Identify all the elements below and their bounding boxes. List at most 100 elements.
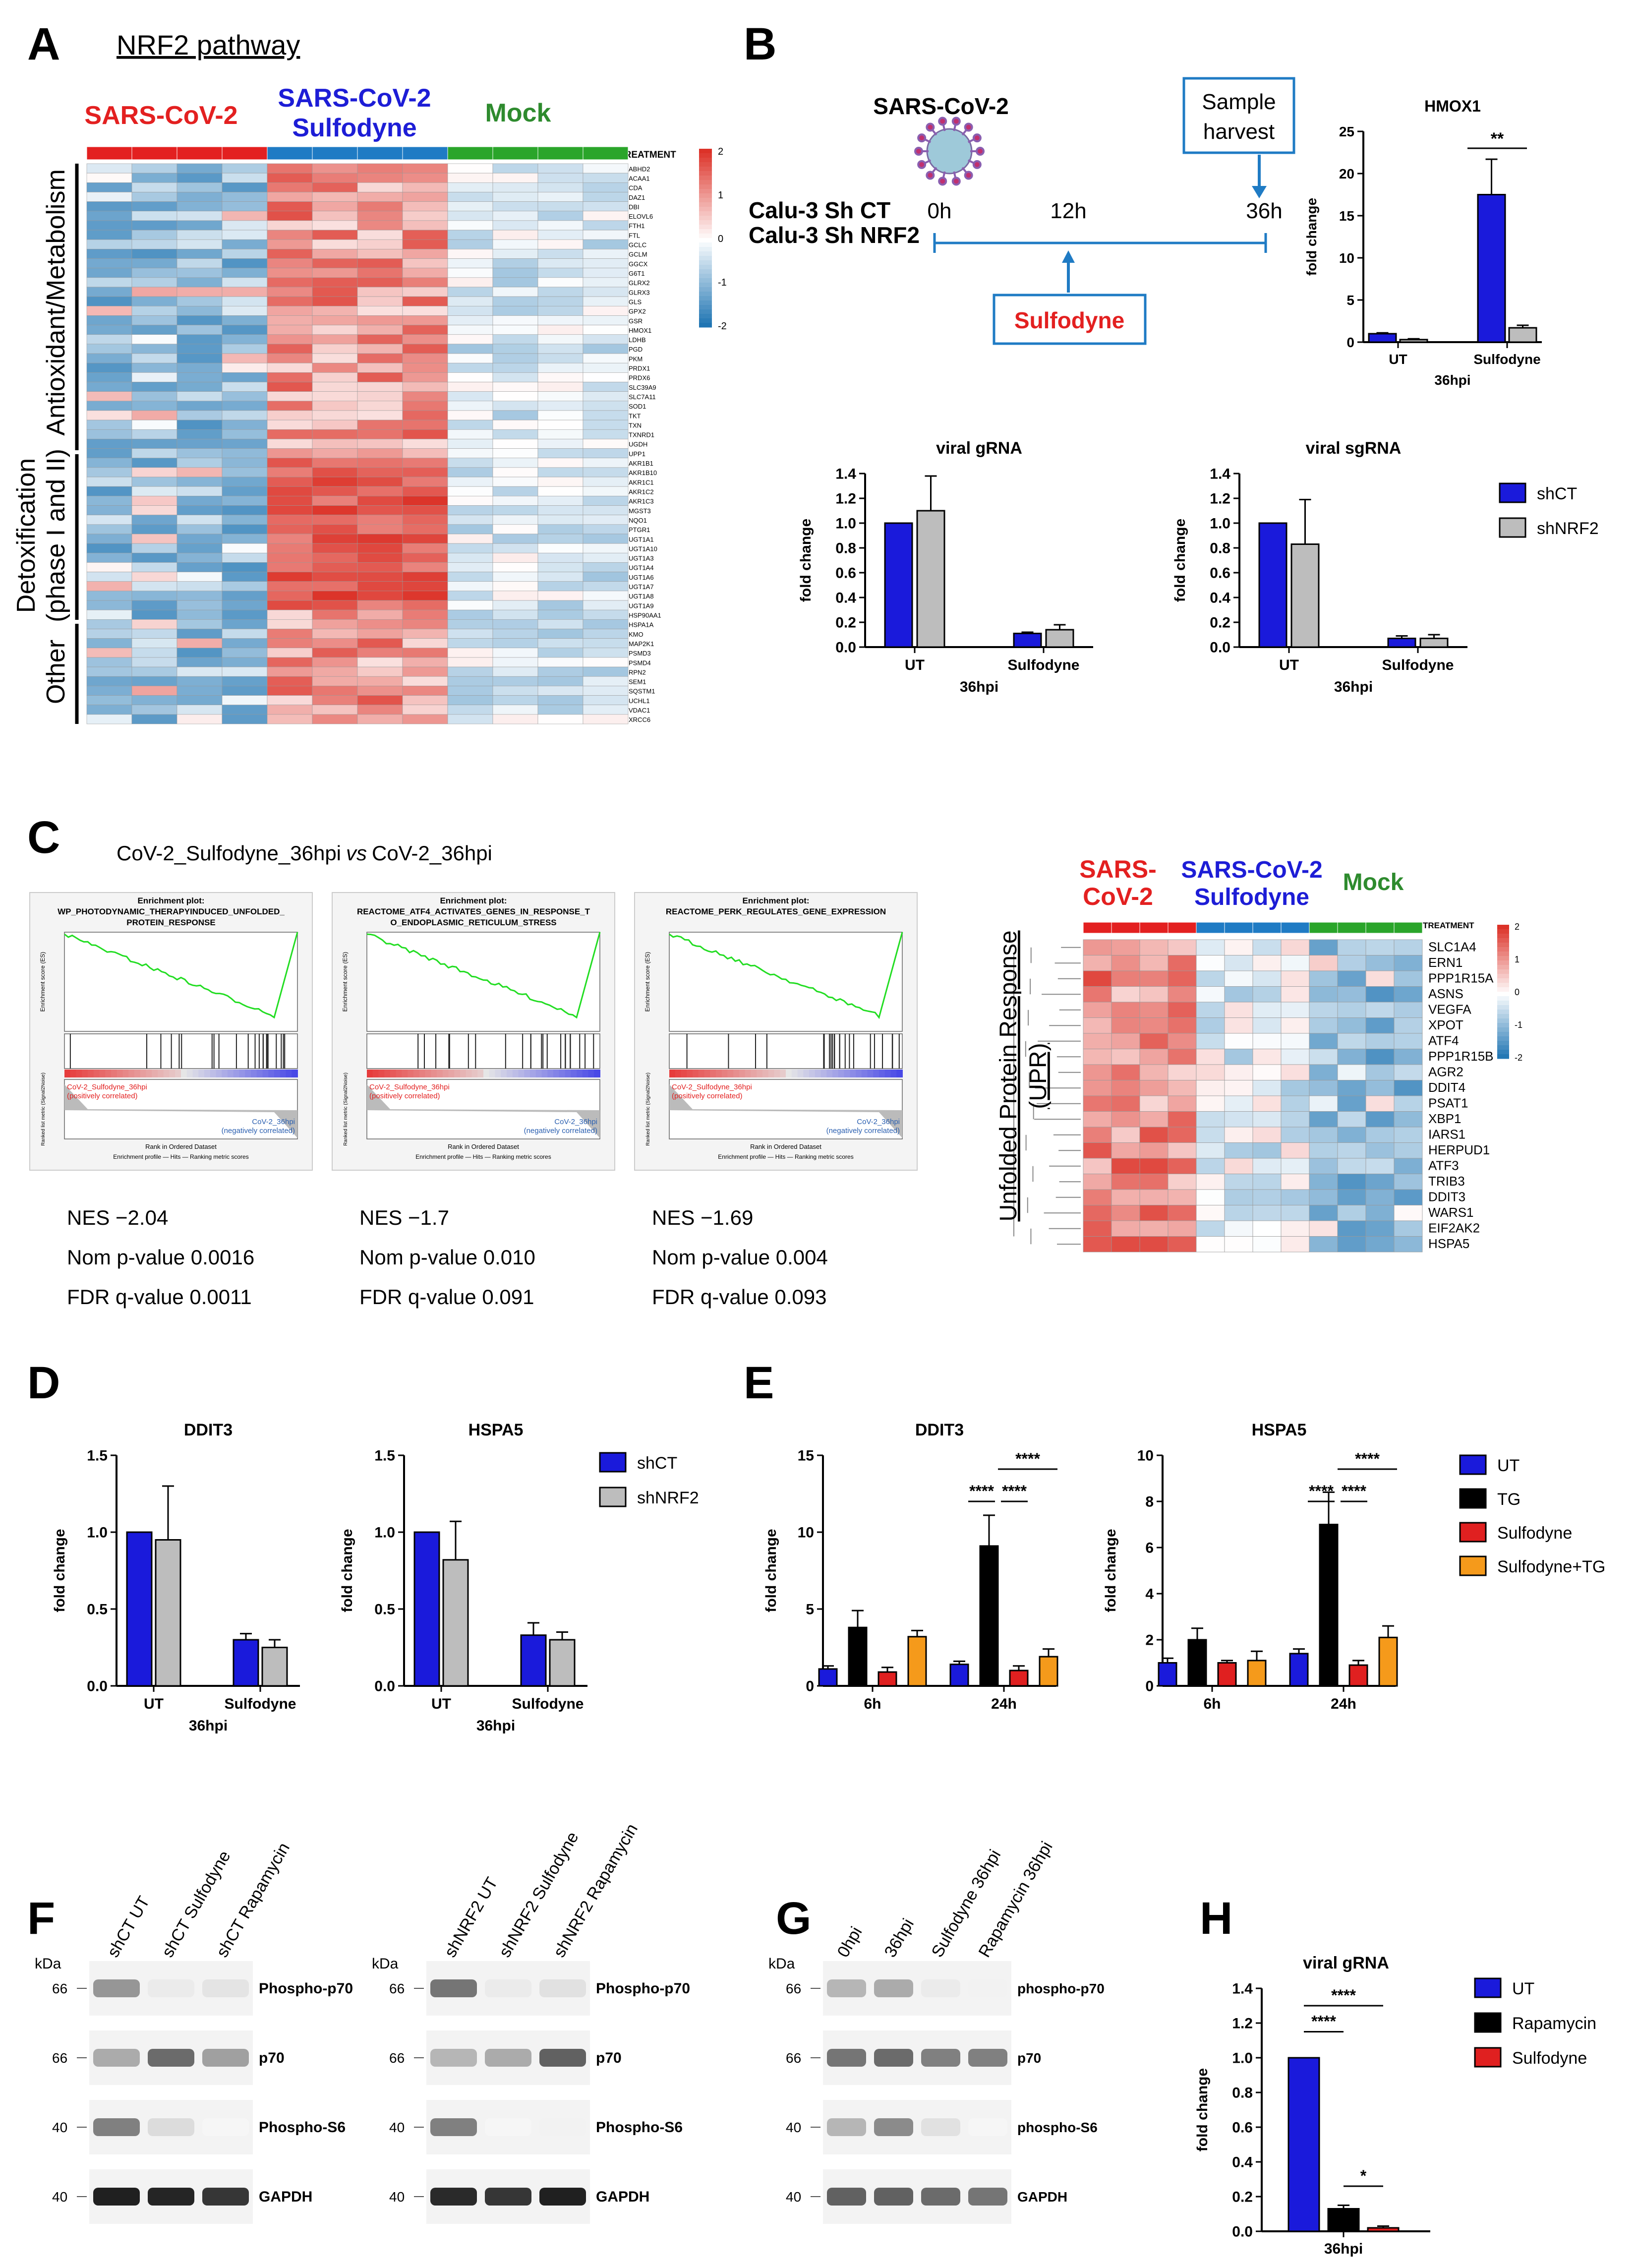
- y-tick-label: 0.2: [835, 615, 856, 631]
- y-axis-label: fold change: [1304, 198, 1319, 276]
- kda-label: kDa: [768, 1956, 795, 1972]
- bar: [884, 522, 913, 648]
- colorscale-step: [699, 176, 712, 180]
- heatmap-cell: [1083, 1080, 1112, 1096]
- gene-label: FTL: [629, 232, 640, 239]
- heatmap-cell: [1224, 1064, 1253, 1080]
- heatmap-cell: [447, 296, 493, 306]
- heatmap-cell: [176, 173, 223, 183]
- heatmap-cell: [1281, 1158, 1310, 1174]
- heatmap-cell: [222, 600, 268, 610]
- heatmap-cell: [492, 287, 538, 297]
- heatmap-cell: [222, 287, 268, 297]
- gradient-step: [367, 1070, 373, 1077]
- bar: [1290, 543, 1320, 648]
- heatmap-cell: [537, 648, 584, 658]
- heatmap-cell: [131, 249, 177, 259]
- gradient-step: [844, 1070, 851, 1077]
- heatmap-cell: [583, 515, 629, 525]
- heatmap-cell: [583, 344, 629, 354]
- heatmap-cell: [1365, 1064, 1395, 1080]
- bar: [1258, 522, 1287, 648]
- band-label: p70: [1017, 2050, 1041, 2066]
- treatment-bar-cell: [312, 146, 358, 160]
- kda-label: kDa: [35, 1956, 61, 1972]
- heatmap-cell: [1365, 1142, 1395, 1159]
- heatmap-cell: [86, 591, 132, 601]
- heatmap-cell: [1337, 939, 1366, 955]
- heatmap-cell: [447, 287, 493, 297]
- heatmap-cell: [1309, 1080, 1338, 1096]
- heatmap-cell: [267, 458, 313, 468]
- heatmap-cell: [86, 201, 132, 212]
- heatmap-cell: [492, 296, 538, 306]
- significance-mark: *: [1360, 2167, 1367, 2185]
- heatmap-cell: [131, 619, 177, 629]
- heatmap-cell: [1224, 1205, 1253, 1221]
- gradient-step: [704, 1070, 711, 1077]
- blot-band: [827, 2049, 866, 2067]
- heatmap-cell: [583, 552, 629, 563]
- gene-label: AKR1C2: [629, 488, 654, 496]
- y-tick-label: 0.8: [1210, 540, 1230, 557]
- heatmap-cell: [131, 362, 177, 373]
- treatment-bar-cell: [1196, 922, 1225, 934]
- gene-label: SLC39A9: [629, 384, 656, 391]
- heatmap-cell: [312, 163, 358, 174]
- heatmap-cell: [267, 344, 313, 354]
- heatmap-cell: [222, 562, 268, 572]
- heatmap-cell: [176, 448, 223, 459]
- colorscale-step: [699, 234, 712, 239]
- heatmap-cell: [1168, 1127, 1197, 1143]
- heatmap-cell: [86, 467, 132, 477]
- band-label: GAPDH: [1017, 2189, 1067, 2205]
- bar: [233, 1639, 259, 1687]
- heatmap-cell: [222, 353, 268, 363]
- heatmap-cell: [537, 448, 584, 459]
- legend-label: shCT: [637, 1454, 677, 1473]
- heatmap-cell: [1309, 1064, 1338, 1080]
- heatmap-cell: [176, 182, 223, 192]
- blot-band: [148, 2049, 194, 2067]
- heatmap-cell: [131, 410, 177, 420]
- gene-label: DBI: [629, 203, 640, 211]
- heatmap-cell: [537, 277, 584, 288]
- heatmap-cell: [1111, 1111, 1140, 1128]
- gradient-step: [431, 1070, 437, 1077]
- heatmap-cell: [267, 534, 313, 544]
- gradient-step: [169, 1070, 176, 1077]
- gradient-step: [559, 1070, 566, 1077]
- hits-area: [669, 1033, 903, 1069]
- heatmap-cell: [176, 496, 223, 506]
- nes-value: NES −1.7: [359, 1206, 449, 1229]
- heatmap-cell: [447, 448, 493, 459]
- y-tick-label: 0.0: [374, 1678, 395, 1695]
- heatmap-cell: [402, 325, 448, 335]
- pos-corr: (positively correlated): [672, 1092, 743, 1100]
- heatmap-cell: [447, 419, 493, 430]
- y-axis-label: fold change: [339, 1529, 355, 1612]
- heatmap-cell: [86, 296, 132, 306]
- heatmap-cell: [1252, 955, 1282, 971]
- heatmap-cell: [492, 629, 538, 639]
- heatmap-cell: [583, 505, 629, 515]
- heatmap-cell: [1083, 1017, 1112, 1034]
- heatmap-cell: [222, 524, 268, 535]
- heatmap-cell: [131, 258, 177, 268]
- heatmap-cell: [447, 277, 493, 288]
- heatmap-cell: [222, 515, 268, 525]
- heatmap-cell: [537, 182, 584, 192]
- gradient-step: [268, 1070, 275, 1077]
- heatmap-cell: [583, 562, 629, 572]
- gradient-step: [512, 1070, 519, 1077]
- heatmap-cell: [402, 496, 448, 506]
- heatmap-cell: [537, 609, 584, 620]
- fdr-q-value: FDR q-value 0.093: [652, 1285, 827, 1309]
- panel-h: H viral gRNA0.00.20.40.60.81.01.21.4fold…: [1194, 1893, 1596, 2257]
- heatmap-cell: [357, 362, 403, 373]
- heatmap-cell: [402, 572, 448, 582]
- bar: [1009, 1670, 1029, 1687]
- hm-c-treatment: TREATMENT: [1423, 921, 1474, 930]
- heatmap-cell: [1224, 1127, 1253, 1143]
